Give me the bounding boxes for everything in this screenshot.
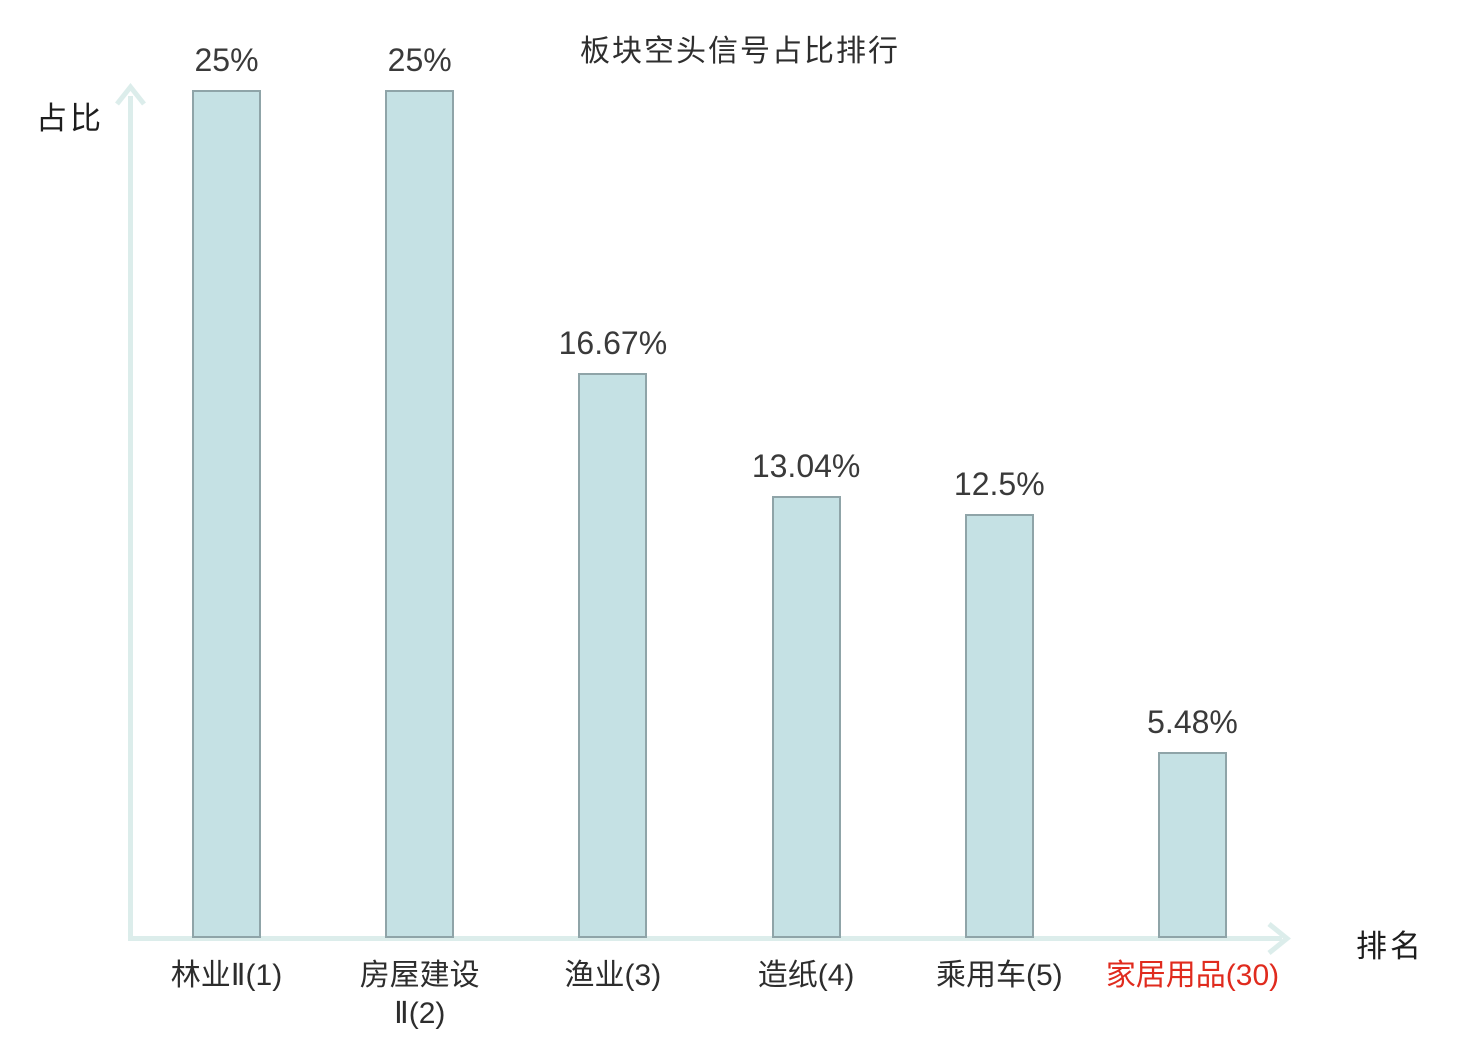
bar (192, 90, 261, 938)
bar-category-label: 家居用品(30) (1105, 959, 1280, 992)
bar-value-label: 25% (194, 42, 259, 78)
x-axis-arrow-icon (1267, 922, 1291, 955)
bar (771, 496, 841, 938)
bar-value-label: 13.04% (751, 448, 861, 484)
bar-value-label: 5.48% (1147, 704, 1238, 740)
bar-value-label: 16.67% (558, 325, 668, 361)
bar-category-label: 造纸(4) (757, 959, 855, 992)
bar-category-label: 房屋建设 Ⅱ(2) (359, 959, 480, 1030)
chart-title: 板块空头信号占比排行 (580, 35, 900, 68)
bar-category-label: 林业Ⅱ(1) (170, 959, 283, 992)
bar (385, 90, 455, 938)
y-axis-arrow-icon (115, 82, 146, 106)
bar-value-label: 12.5% (953, 466, 1045, 502)
bar-category-label: 乘用车(5) (935, 959, 1063, 992)
bar (578, 373, 648, 938)
x-axis-label: 排名 (1356, 929, 1424, 964)
bar (1158, 752, 1227, 938)
bar (964, 514, 1034, 938)
y-axis-label: 占比 (36, 101, 104, 136)
bar-category-label: 渔业(3) (564, 959, 662, 992)
bar-value-label: 25% (387, 42, 452, 78)
